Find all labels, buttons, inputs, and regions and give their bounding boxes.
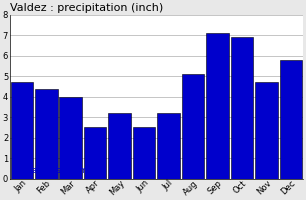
Bar xyxy=(108,113,131,179)
Bar xyxy=(206,33,229,179)
Text: Valdez : precipitation (inch): Valdez : precipitation (inch) xyxy=(9,3,163,13)
Bar xyxy=(157,113,180,179)
Bar xyxy=(182,74,204,179)
Bar xyxy=(231,37,253,179)
Bar xyxy=(255,82,278,179)
Bar xyxy=(10,82,33,179)
Bar xyxy=(84,127,106,179)
Bar xyxy=(35,89,58,179)
Text: www.allmetsat.com: www.allmetsat.com xyxy=(13,166,88,175)
Bar xyxy=(280,60,302,179)
Bar xyxy=(59,97,82,179)
Bar xyxy=(133,127,155,179)
